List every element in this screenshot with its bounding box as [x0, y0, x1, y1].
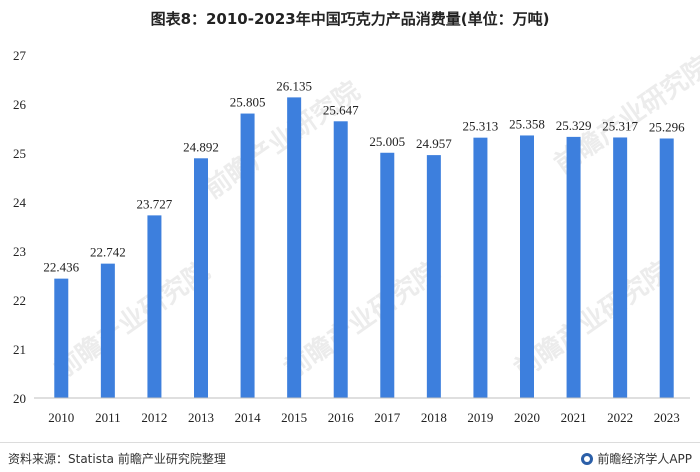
- y-tick-label: 25: [13, 146, 26, 161]
- x-tick-label: 2023: [654, 410, 680, 425]
- x-tick-label: 2019: [467, 410, 493, 425]
- y-tick-label: 20: [13, 391, 26, 406]
- brand: 前瞻经济学人APP: [581, 450, 692, 467]
- bar-2019: [473, 137, 488, 398]
- value-label: 25.005: [369, 134, 405, 149]
- bar-2012: [147, 215, 162, 398]
- value-label: 23.727: [137, 196, 173, 211]
- x-tick-label: 2017: [374, 410, 401, 425]
- value-label: 25.296: [649, 119, 685, 134]
- bars: [54, 97, 674, 399]
- bar-2022: [613, 137, 628, 399]
- bar-2020: [520, 135, 534, 398]
- bar-2013: [194, 158, 208, 398]
- x-tick-label: 2020: [514, 410, 540, 425]
- brand-logo-icon: [581, 452, 594, 465]
- x-axis: 2010 2011 2012 2013 2014 2015 2016 2017 2018 2019…: [34, 397, 690, 425]
- y-tick-label: 21: [13, 342, 26, 357]
- x-tick-label: 2010: [48, 410, 74, 425]
- value-label: 26.135: [276, 78, 312, 93]
- y-tick-label: 26: [13, 97, 27, 112]
- bar-2017: [380, 152, 395, 398]
- bar-2021: [566, 136, 581, 398]
- value-label: 24.957: [416, 136, 452, 151]
- bar-2023: [659, 138, 674, 398]
- value-label: 25.317: [602, 118, 638, 133]
- value-labels: 22.436 22.742 23.727 24.892 25.805 26.135 25.6…: [43, 78, 685, 274]
- value-label: 22.742: [90, 245, 126, 260]
- bar-2010: [54, 278, 69, 398]
- chart-title: 图表8：2010-2023年中国巧克力产品消费量(单位：万吨): [150, 10, 550, 28]
- brand-label: 前瞻经济学人APP: [597, 452, 692, 466]
- x-tick-label: 2016: [328, 410, 355, 425]
- y-tick-label: 24: [13, 195, 27, 210]
- bar-2015: [287, 97, 302, 398]
- x-tick-label: 2022: [607, 410, 633, 425]
- x-tick-label: 2018: [421, 410, 447, 425]
- bar-2016: [333, 121, 348, 398]
- x-tick-label: 2015: [281, 410, 307, 425]
- y-axis: 20 21 22 23 24 25 26 27: [13, 48, 27, 406]
- x-tick-label: 2011: [95, 410, 121, 425]
- value-label: 25.329: [556, 118, 592, 133]
- x-tick-label: 2013: [188, 410, 214, 425]
- footer: 资料来源：Statista 前瞻产业研究院整理 前瞻经济学人APP: [0, 442, 700, 472]
- value-label: 25.358: [509, 116, 545, 131]
- value-label: 24.892: [183, 139, 219, 154]
- value-label: 22.436: [43, 260, 79, 275]
- bar-2018: [426, 155, 441, 398]
- bar-2014: [240, 113, 255, 399]
- y-tick-label: 22: [13, 293, 26, 308]
- y-tick-label: 27: [13, 48, 27, 63]
- x-tick-label: 2012: [141, 410, 167, 425]
- x-tick-label: 2021: [561, 410, 587, 425]
- value-label: 25.805: [230, 95, 266, 110]
- value-label: 25.313: [463, 119, 499, 134]
- source-note: 资料来源：Statista 前瞻产业研究院整理: [8, 452, 226, 466]
- value-label: 25.647: [323, 102, 359, 117]
- bar-2011: [100, 263, 115, 398]
- y-tick-label: 23: [13, 244, 26, 259]
- x-tick-label: 2014: [235, 410, 262, 425]
